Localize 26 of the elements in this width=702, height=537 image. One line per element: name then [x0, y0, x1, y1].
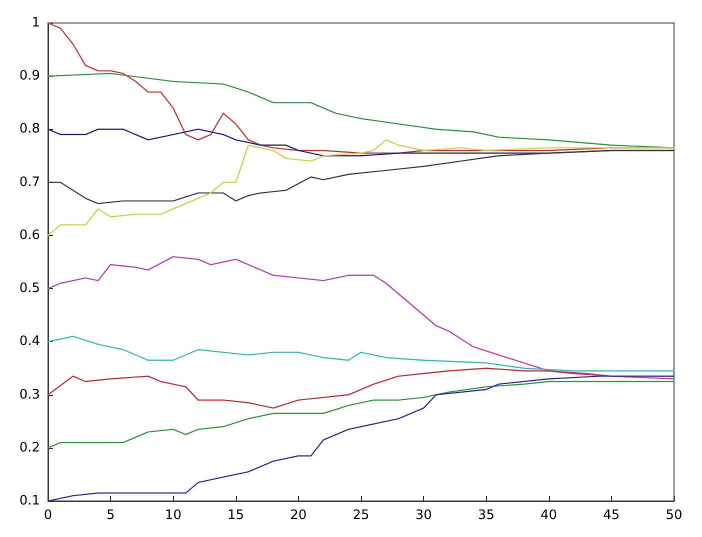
x-tick-label: 10	[164, 508, 182, 523]
x-tick-label: 15	[228, 508, 244, 523]
x-tick-label: 45	[603, 508, 620, 523]
x-tick-label: 30	[415, 508, 432, 523]
y-tick-label: 0.7	[19, 174, 40, 190]
x-tick-label: 40	[540, 508, 558, 523]
x-tick-label: 20	[290, 508, 307, 523]
y-tick-label: 0.6	[19, 228, 40, 243]
y-tick-label: 1	[32, 16, 40, 30]
line-series	[47, 256, 675, 380]
x-tick-label: 5	[106, 508, 115, 523]
y-tick-label: 0.4	[19, 334, 40, 350]
x-tick-label: 35	[478, 508, 494, 523]
y-tick-label: 0.2	[19, 440, 40, 456]
x-tick-label: 25	[352, 508, 370, 523]
y-tick-label: 0.1	[19, 494, 40, 508]
y-tick-label: 0.9	[19, 68, 40, 84]
line-series	[47, 139, 675, 236]
x-tick-label: 0	[44, 508, 52, 523]
line-series	[47, 380, 675, 448]
y-tick-label: 0.5	[19, 281, 40, 296]
line-series	[47, 150, 675, 204]
x-tick-label: 50	[666, 508, 682, 523]
y-tick-label: 0.8	[19, 122, 40, 137]
line-series	[47, 336, 675, 372]
y-tick-label: 0.3	[19, 387, 40, 402]
